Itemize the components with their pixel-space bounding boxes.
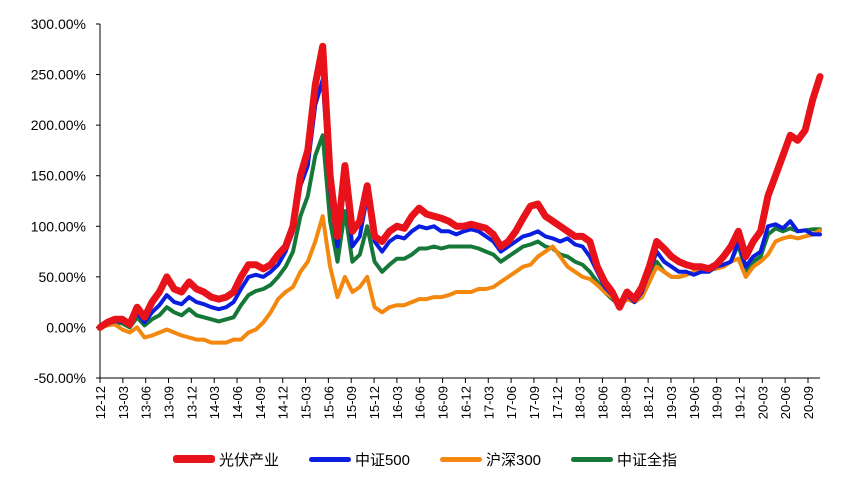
x-tick-label: 13-03 bbox=[116, 386, 131, 419]
series-line-0 bbox=[96, 42, 824, 331]
legend-swatch bbox=[308, 456, 351, 462]
x-tick-label: 13-12 bbox=[184, 386, 199, 419]
legend-label: 中证全指 bbox=[617, 451, 678, 469]
line-chart: 300.00% 250.00% 200.00% 150.00% 100.00% 50.00… bbox=[31, 16, 824, 419]
x-tick-label: 18-09 bbox=[618, 386, 633, 419]
x-tick-label: 19-06 bbox=[687, 386, 702, 419]
x-tick-label: 18-03 bbox=[573, 386, 588, 419]
x-tick-label: 13-09 bbox=[162, 386, 177, 419]
x-tick-label: 16-12 bbox=[458, 386, 473, 419]
x-tick-label: 17-09 bbox=[527, 386, 542, 419]
legend-label: 中证500 bbox=[354, 451, 410, 469]
y-axis: 300.00% 250.00% 200.00% 150.00% 100.00% 50.00… bbox=[31, 16, 101, 386]
x-tick-label: 19-09 bbox=[710, 386, 725, 419]
y-tick-label: 250.00% bbox=[31, 67, 86, 83]
x-tick-label: 18-12 bbox=[641, 386, 656, 419]
x-tick-label: 16-09 bbox=[436, 386, 451, 419]
x-axis: 12-12 13-03 13-06 13-09 13-12 14-03 14-06 14-09… bbox=[93, 377, 820, 419]
series-line-1 bbox=[98, 77, 822, 330]
series-line-2 bbox=[98, 214, 822, 345]
x-tick-label: 12-12 bbox=[93, 386, 108, 419]
y-tick-label: 300.00% bbox=[31, 16, 86, 32]
legend-swatch bbox=[172, 455, 215, 463]
legend-swatch bbox=[440, 456, 482, 462]
x-tick-label: 15-03 bbox=[299, 386, 314, 419]
x-tick-label: 13-06 bbox=[139, 386, 154, 419]
x-tick-label: 20-03 bbox=[755, 386, 770, 419]
legend-item: 光伏产业 bbox=[172, 449, 279, 470]
legend-label: 沪深300 bbox=[486, 451, 542, 469]
y-tick-label: 50.00% bbox=[39, 269, 86, 285]
x-tick-label: 16-06 bbox=[413, 386, 428, 419]
x-tick-label: 20-09 bbox=[801, 386, 816, 419]
x-tick-label: 19-03 bbox=[664, 386, 679, 419]
y-tick-label: 200.00% bbox=[31, 117, 86, 133]
y-tick-label: -50.00% bbox=[34, 370, 86, 386]
x-tick-label: 19-12 bbox=[732, 386, 747, 419]
x-tick-label: 14-03 bbox=[207, 386, 222, 419]
x-tick-label: 20-06 bbox=[778, 386, 793, 419]
x-tick-label: 14-09 bbox=[253, 386, 268, 419]
y-tick-label: 150.00% bbox=[31, 168, 86, 184]
x-tick-label: 17-03 bbox=[481, 386, 496, 419]
y-tick-label: 100.00% bbox=[31, 218, 86, 234]
legend-item: 中证全指 bbox=[571, 449, 677, 470]
x-tick-label: 17-12 bbox=[550, 386, 565, 419]
legend-item: 中证500 bbox=[308, 449, 410, 470]
x-tick-label: 15-06 bbox=[321, 386, 336, 419]
legend-swatch bbox=[571, 456, 614, 462]
series-lines bbox=[96, 42, 824, 345]
x-tick-label: 18-06 bbox=[595, 386, 610, 419]
x-tick-label: 14-12 bbox=[276, 386, 291, 419]
x-tick-label: 15-09 bbox=[344, 386, 359, 419]
legend-item: 沪深300 bbox=[440, 449, 541, 470]
x-tick-label: 16-03 bbox=[390, 386, 405, 419]
x-tick-label: 17-06 bbox=[504, 386, 519, 419]
x-tick-label: 14-06 bbox=[230, 386, 245, 419]
y-tick-label: 0.00% bbox=[46, 319, 86, 335]
legend: 光伏产业 中证500 沪深300 中证全指 bbox=[0, 446, 850, 472]
x-tick-label: 15-12 bbox=[367, 386, 382, 419]
legend-label: 光伏产业 bbox=[218, 451, 279, 469]
